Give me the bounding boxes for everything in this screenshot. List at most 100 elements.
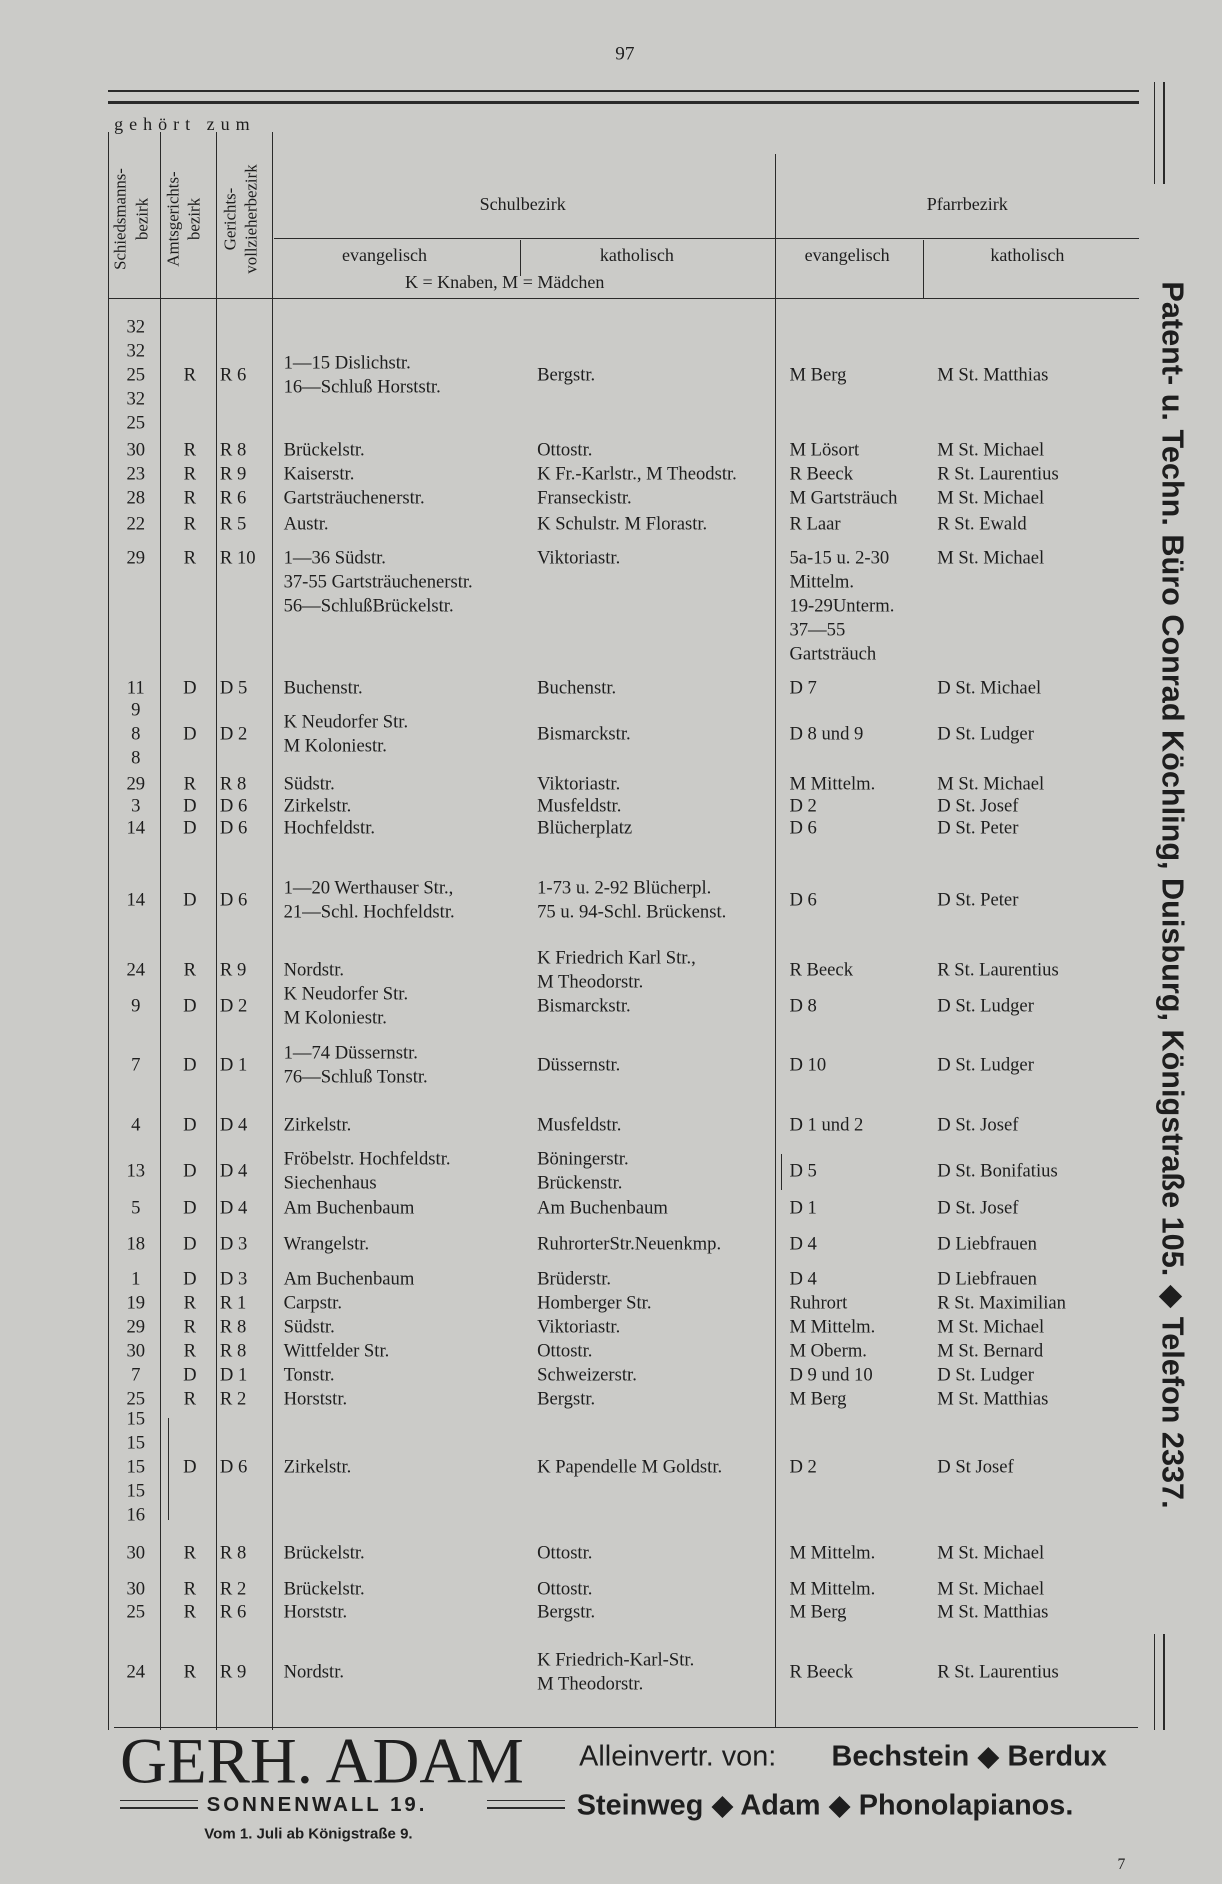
amtsgericht-bezirk: R [183, 1316, 197, 1338]
column-rule [108, 132, 110, 1731]
advertiser-name: GERH. ADAM [120, 1725, 524, 1798]
gerichtsvollzieher-bezirk: R 6 [219, 487, 247, 509]
gerichtsvollzieher-bezirk: R 2 [219, 1388, 247, 1410]
gerichtsvollzieher-bezirk: D 4 [219, 1160, 248, 1182]
gerichtsvollzieher-bezirk: D 1 [219, 1364, 248, 1386]
amtsgericht-bezirk: R [183, 1578, 197, 1600]
ad-address: SONNENWALL 19. [206, 1793, 428, 1816]
ad-brands: Bechstein ◆ Berdux [831, 1740, 1107, 1773]
school-catholic: K Papendelle M Goldstr. [537, 1457, 723, 1479]
schiedsmann-bezirk: 1 [131, 1268, 141, 1290]
school-catholic: Viktoriastr. [537, 547, 621, 569]
school-evangelical: 1—36 Südstr. [283, 547, 386, 569]
rule [520, 240, 522, 277]
amtsgericht-bezirk: R [183, 1542, 197, 1564]
amtsgericht-bezirk: R [183, 1601, 197, 1623]
column-rule [216, 132, 218, 1731]
school-evangelical: Horststr. [283, 1601, 348, 1623]
parish-catholic: R St. Maximilian [937, 1292, 1066, 1314]
schiedsmann-bezirk: 32 [126, 340, 146, 362]
schiedsmann-bezirk: 28 [126, 487, 146, 509]
schiedsmann-bezirk: 11 [126, 677, 145, 699]
schiedsmann-bezirk: 9 [131, 995, 141, 1017]
column-header: K = Knaben, M = Mädchen [404, 272, 605, 293]
parish-catholic: M St. Michael [937, 1542, 1045, 1564]
rule [120, 1807, 199, 1809]
parish-catholic: M St. Michael [937, 439, 1045, 461]
amtsgericht-bezirk: D [183, 1457, 197, 1479]
school-catholic: M Theodorstr. [537, 1673, 644, 1695]
parish-catholic: M St. Matthias [937, 364, 1049, 386]
school-evangelical: Carpstr. [283, 1292, 342, 1314]
parish-evangelical: R Beeck [789, 959, 853, 981]
school-evangelical: Austr. [283, 513, 329, 535]
school-catholic: K Schulstr. M Florastr. [537, 513, 708, 535]
parish-evangelical: D 5 [789, 1160, 817, 1182]
school-catholic: Bergstr. [537, 1388, 596, 1410]
school-evangelical: Nordstr. [283, 959, 345, 981]
gerichtsvollzieher-bezirk: D 4 [219, 1114, 248, 1136]
amtsgericht-bezirk: R [183, 547, 197, 569]
school-catholic: Viktoriastr. [537, 1316, 621, 1338]
school-evangelical: Wittfelder Str. [283, 1340, 390, 1362]
parish-evangelical: D 6 [789, 817, 817, 839]
schiedsmann-bezirk: 18 [126, 1233, 146, 1255]
parish-catholic: R St. Laurentius [937, 1661, 1059, 1683]
school-evangelical: Buchenstr. [283, 677, 363, 699]
amtsgericht-bezirk: R [183, 1292, 197, 1314]
amtsgericht-bezirk: R [183, 364, 197, 386]
rule [486, 1807, 565, 1809]
school-evangelical: K Neudorfer Str. [283, 712, 409, 734]
column-header: katholisch [990, 244, 1065, 265]
parish-evangelical: D 9 und 10 [789, 1364, 873, 1386]
parish-evangelical: 5a-15 u. 2-30 [789, 547, 890, 569]
school-evangelical: Südstr. [283, 1316, 335, 1338]
column-header: Schiedsmanns- [110, 167, 130, 270]
gerichtsvollzieher-bezirk: D 1 [219, 1054, 248, 1076]
parish-catholic: D St. Bonifatius [937, 1160, 1058, 1182]
schiedsmann-bezirk: 19 [126, 1292, 146, 1314]
parish-evangelical: D 8 und 9 [789, 724, 864, 746]
parish-evangelical: R Beeck [789, 463, 853, 485]
amtsgericht-bezirk: R [183, 513, 197, 535]
schiedsmann-bezirk: 15 [126, 1408, 146, 1430]
school-evangelical: M Koloniestr. [283, 1007, 387, 1029]
gerichtsvollzieher-bezirk: R 1 [219, 1292, 247, 1314]
school-evangelical: Tonstr. [283, 1364, 335, 1386]
side-rule [1153, 81, 1156, 184]
parish-evangelical: Mittelm. [789, 571, 855, 593]
gerichtsvollzieher-bezirk: R 8 [219, 439, 247, 461]
gerichtsvollzieher-bezirk: D 4 [219, 1197, 248, 1219]
school-evangelical: 1—20 Werthauser Str., [283, 877, 454, 899]
gerichtsvollzieher-bezirk: D 6 [219, 796, 248, 818]
school-catholic: 1-73 u. 2-92 Blücherpl. [537, 877, 712, 899]
side-rule [1163, 1634, 1165, 1731]
column-header: Amtsgerichts- [163, 171, 183, 267]
column-header: Gerichts- [220, 187, 240, 250]
schiedsmann-bezirk: 14 [126, 889, 146, 911]
parish-catholic: D St. Ludger [937, 1054, 1034, 1076]
schiedsmann-bezirk: 7 [131, 1054, 141, 1076]
column-rule [271, 132, 273, 1731]
schiedsmann-bezirk: 30 [126, 439, 146, 461]
school-catholic: Am Buchenbaum [537, 1197, 668, 1219]
schiedsmann-bezirk: 15 [126, 1481, 146, 1503]
parish-catholic: D St. Michael [937, 677, 1042, 699]
school-evangelical: Siechenhaus [283, 1172, 377, 1194]
gerichtsvollzieher-bezirk: R 9 [219, 959, 247, 981]
school-catholic: K Friedrich-Karl-Str. [537, 1649, 695, 1671]
school-catholic: Ottostr. [537, 1578, 593, 1600]
ad-text: Alleinvertr. von: [579, 1740, 777, 1773]
gerichtsvollzieher-bezirk: R 8 [219, 1316, 247, 1338]
school-evangelical: 76—Schluß Tonstr. [283, 1066, 428, 1088]
school-catholic: Ottostr. [537, 1542, 593, 1564]
school-catholic: 75 u. 94-Schl. Brückenst. [537, 901, 727, 923]
parish-evangelical: Ruhrort [789, 1292, 848, 1314]
column-rule [775, 153, 777, 1728]
amtsgericht-bezirk: D [183, 1054, 197, 1076]
amtsgericht-bezirk: R [183, 439, 197, 461]
gerichtsvollzieher-bezirk: R 8 [219, 1542, 247, 1564]
school-catholic: Franseckistr. [537, 487, 632, 509]
parish-catholic: D St. Josef [937, 1197, 1019, 1219]
